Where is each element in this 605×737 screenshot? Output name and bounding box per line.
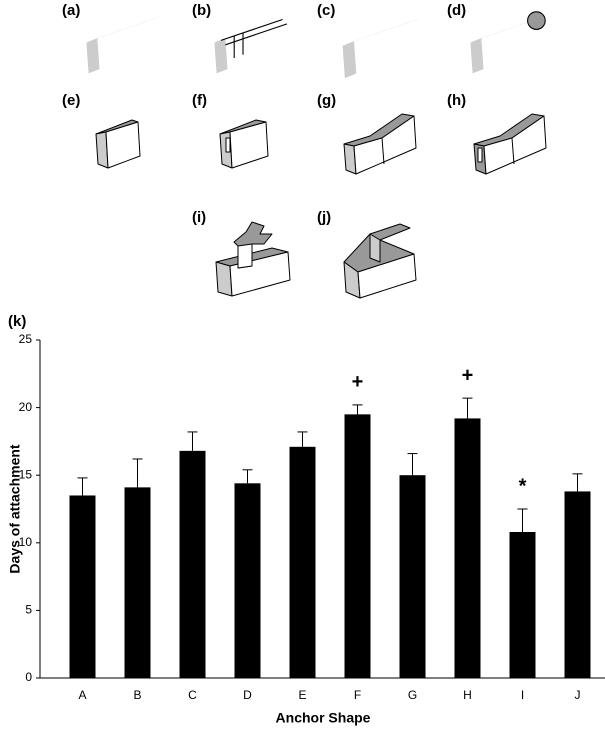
- shape-d: [470, 11, 548, 74]
- bar: [179, 450, 206, 678]
- panel-label: (k): [8, 313, 26, 330]
- panel-label: (a): [62, 2, 80, 19]
- x-tick-label: D: [243, 688, 252, 702]
- bar: [399, 475, 426, 678]
- annotation: +: [352, 371, 364, 393]
- bar: [344, 414, 371, 678]
- shape-c: [342, 18, 424, 79]
- annotation: +: [462, 364, 474, 386]
- y-tick-label: 0: [25, 670, 32, 684]
- shape-j: [343, 223, 417, 299]
- error-bar: [187, 431, 198, 451]
- y-tick-label: 5: [25, 603, 32, 617]
- x-tick-label: G: [408, 688, 417, 702]
- y-tick-label: 15: [19, 467, 33, 481]
- bar: [69, 495, 96, 678]
- error-bar: [297, 431, 308, 447]
- shape-i: [215, 221, 291, 297]
- x-tick-label: I: [521, 688, 524, 702]
- bar: [124, 487, 151, 678]
- shape-h: [473, 113, 547, 175]
- x-tick-label: H: [463, 688, 472, 702]
- bar: [289, 446, 316, 678]
- error-bar: [462, 397, 473, 419]
- error-bar: [77, 477, 88, 496]
- y-tick-label: 10: [19, 535, 33, 549]
- panel-label: (d): [447, 2, 466, 19]
- y-axis-title: Days of attachment: [7, 444, 23, 573]
- shape-a: [86, 16, 164, 74]
- annotation: *: [519, 475, 527, 497]
- error-bar: [572, 473, 583, 492]
- panel-label: (i): [192, 209, 206, 226]
- y-tick-label: 25: [19, 332, 33, 346]
- shape-g: [343, 113, 417, 175]
- shape-b: [214, 16, 292, 74]
- panel-label: (b): [192, 2, 211, 19]
- bar: [454, 418, 481, 678]
- panel-label: (g): [317, 92, 336, 109]
- error-bar: [352, 404, 363, 415]
- x-axis-title: Anchor Shape: [276, 710, 371, 726]
- x-tick-label: C: [188, 688, 197, 702]
- bar: [234, 483, 261, 678]
- shape-f: [219, 119, 269, 169]
- shape-e: [95, 119, 141, 169]
- error-bar: [407, 453, 418, 476]
- x-tick-label: A: [78, 688, 86, 702]
- x-tick-label: J: [575, 688, 581, 702]
- error-bar: [517, 508, 528, 532]
- bar: [564, 491, 591, 678]
- error-bar: [132, 458, 143, 488]
- panel-label: (f): [192, 92, 207, 109]
- x-tick-label: F: [354, 688, 361, 702]
- bar: [509, 531, 536, 678]
- panel-label: (j): [317, 209, 331, 226]
- panel-label: (h): [447, 92, 466, 109]
- x-tick-label: B: [133, 688, 141, 702]
- error-bar: [242, 469, 253, 484]
- panel-label: (e): [62, 92, 80, 109]
- x-tick-label: E: [298, 688, 306, 702]
- y-tick-label: 20: [19, 400, 33, 414]
- panel-label: (c): [317, 2, 335, 19]
